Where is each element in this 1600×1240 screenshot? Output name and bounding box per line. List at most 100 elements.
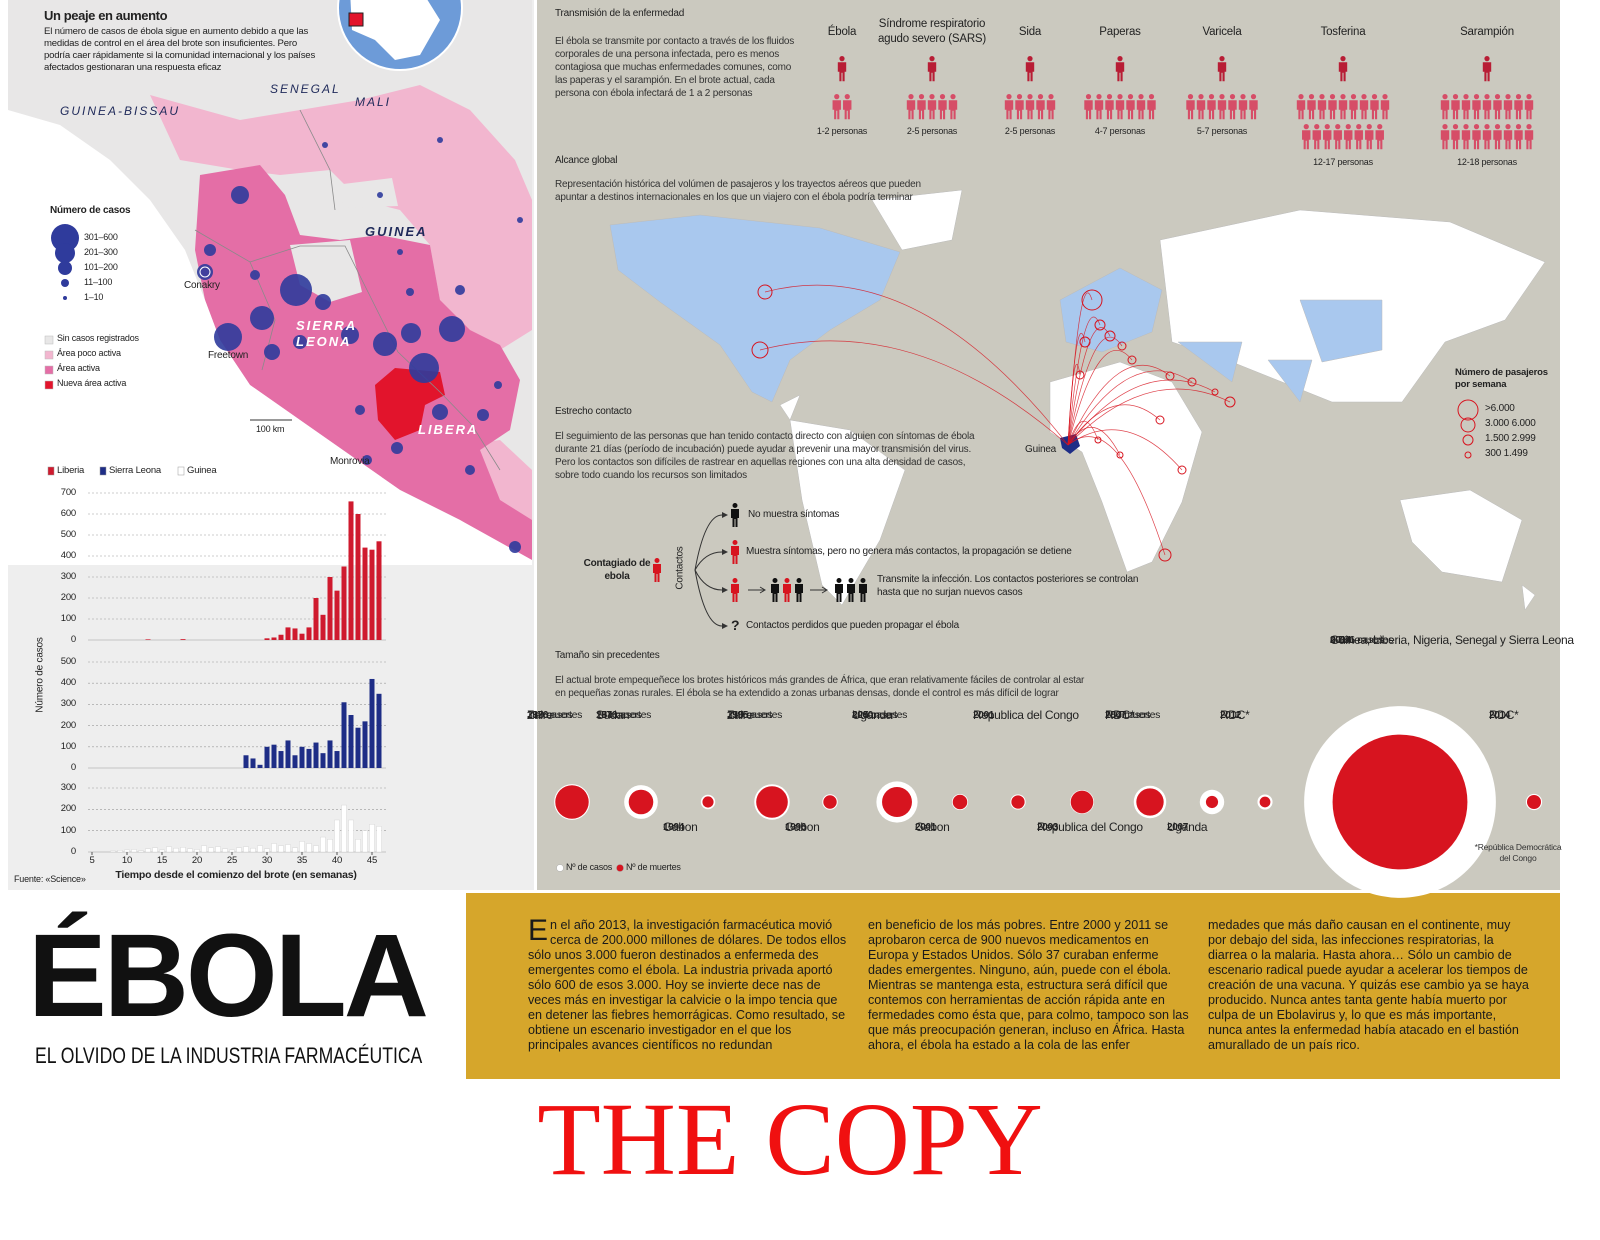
outbreak-value: 151 muertes [596, 709, 652, 721]
outbreak-value: 250 muertes [727, 709, 783, 721]
contact-icon [1328, 94, 1337, 120]
bar [187, 848, 193, 853]
source-icon [1482, 56, 1492, 82]
legend-title: Número de casos [50, 205, 131, 216]
contact-icon [1249, 94, 1258, 120]
outcome: Transmite la infección. Los contactos po… [877, 574, 1139, 598]
disease-range: 1-2 personas [816, 126, 868, 136]
contact-icon [1524, 94, 1534, 120]
x-tick-label: 40 [331, 855, 343, 866]
bar [376, 826, 382, 853]
legend-circle [556, 864, 564, 872]
death-circle [823, 795, 837, 809]
contact-icon [1365, 124, 1374, 150]
destination [1116, 451, 1124, 459]
case-circle [477, 409, 489, 421]
bar [334, 819, 340, 853]
bar [341, 804, 347, 853]
contact-icon [1307, 94, 1316, 120]
main-subtitle: EL OLVIDO DE LA INDUSTRIA FARMACÉUTICA [35, 1043, 423, 1068]
arrow-head [722, 587, 728, 593]
case-circle [250, 306, 274, 330]
contact-icon [1147, 94, 1156, 120]
disease-name: Paperas [1099, 26, 1141, 38]
bar [110, 850, 116, 853]
contact-icon [1451, 124, 1460, 150]
case-circle [355, 405, 365, 415]
land [779, 394, 801, 421]
case-circle [197, 264, 213, 280]
contact-icon [1312, 124, 1321, 150]
area-low [150, 85, 532, 350]
contact-icon [731, 540, 739, 564]
bar [376, 541, 382, 640]
origin-label: Guinea [1025, 444, 1057, 455]
contact-icon [906, 94, 916, 120]
destination [1211, 388, 1219, 396]
bar [131, 849, 137, 853]
contact-icon [835, 578, 843, 602]
y-tick-label: 200 [60, 592, 76, 603]
case-circle [517, 217, 523, 223]
legend-circle [58, 261, 72, 275]
contact-icon [795, 578, 803, 602]
legend-title: Número de pasajeros por semana [1455, 367, 1548, 390]
y-tick-label: 200 [60, 719, 76, 731]
case-circle [465, 465, 475, 475]
flight-path [1067, 370, 1193, 446]
section-title: Transmisión de la enfermedad [555, 8, 685, 19]
outbreak-year: 2001 [915, 822, 937, 833]
arrow [694, 569, 723, 627]
contact-icon [1217, 94, 1227, 120]
case-circle [204, 244, 216, 256]
contact-icon [1344, 124, 1353, 150]
y-tick-label: 500 [60, 529, 76, 540]
contact-icon [1482, 94, 1492, 120]
article-column: en beneficio de los más pobres. Entre 20… [868, 918, 1189, 1052]
contact-icon [1514, 124, 1523, 150]
legend-swatch [47, 466, 55, 476]
case-circle [406, 288, 414, 296]
disease-range: 12-18 personas [1457, 157, 1517, 167]
land [609, 214, 901, 403]
contact-icon [1302, 124, 1311, 150]
outbreak-value: 315 casos [727, 709, 773, 721]
death-circle [1070, 790, 1094, 814]
case-circle [362, 455, 372, 465]
city-label: Conakry [184, 280, 220, 291]
death-circle [1205, 795, 1219, 809]
area-active [195, 165, 532, 565]
disease-name: Sida [1018, 26, 1042, 38]
bar [222, 848, 228, 853]
y-tick-label: 300 [60, 698, 76, 710]
legend-circle [1464, 451, 1472, 459]
bar [362, 830, 368, 853]
contact-icon [771, 578, 779, 602]
case-circle [373, 332, 397, 356]
case-circle [397, 249, 403, 255]
contact-icon [1503, 124, 1513, 150]
bar [264, 848, 270, 853]
contact-icon [1196, 94, 1206, 120]
legend-circle [55, 243, 75, 263]
arrow [694, 514, 723, 571]
legend-label: Nº de muertes [626, 862, 681, 872]
contact-icon [832, 94, 841, 120]
bar [145, 639, 151, 640]
bar [243, 846, 249, 853]
outbreak-year: 2000 [852, 710, 874, 721]
bar [348, 819, 354, 853]
flight-path [1067, 420, 1099, 446]
outbreak-year: 1994 [663, 822, 685, 833]
source-icon [927, 56, 937, 82]
outbreak-year: 1976 [527, 710, 549, 721]
arrow [748, 586, 766, 594]
case-circle [250, 270, 260, 280]
watermark: THE COPY [537, 1082, 1043, 1197]
bar [355, 514, 361, 640]
flight-path [759, 340, 1069, 446]
legend-label: Guinea [187, 465, 217, 476]
bar [327, 839, 333, 853]
flight-path [1067, 327, 1111, 446]
